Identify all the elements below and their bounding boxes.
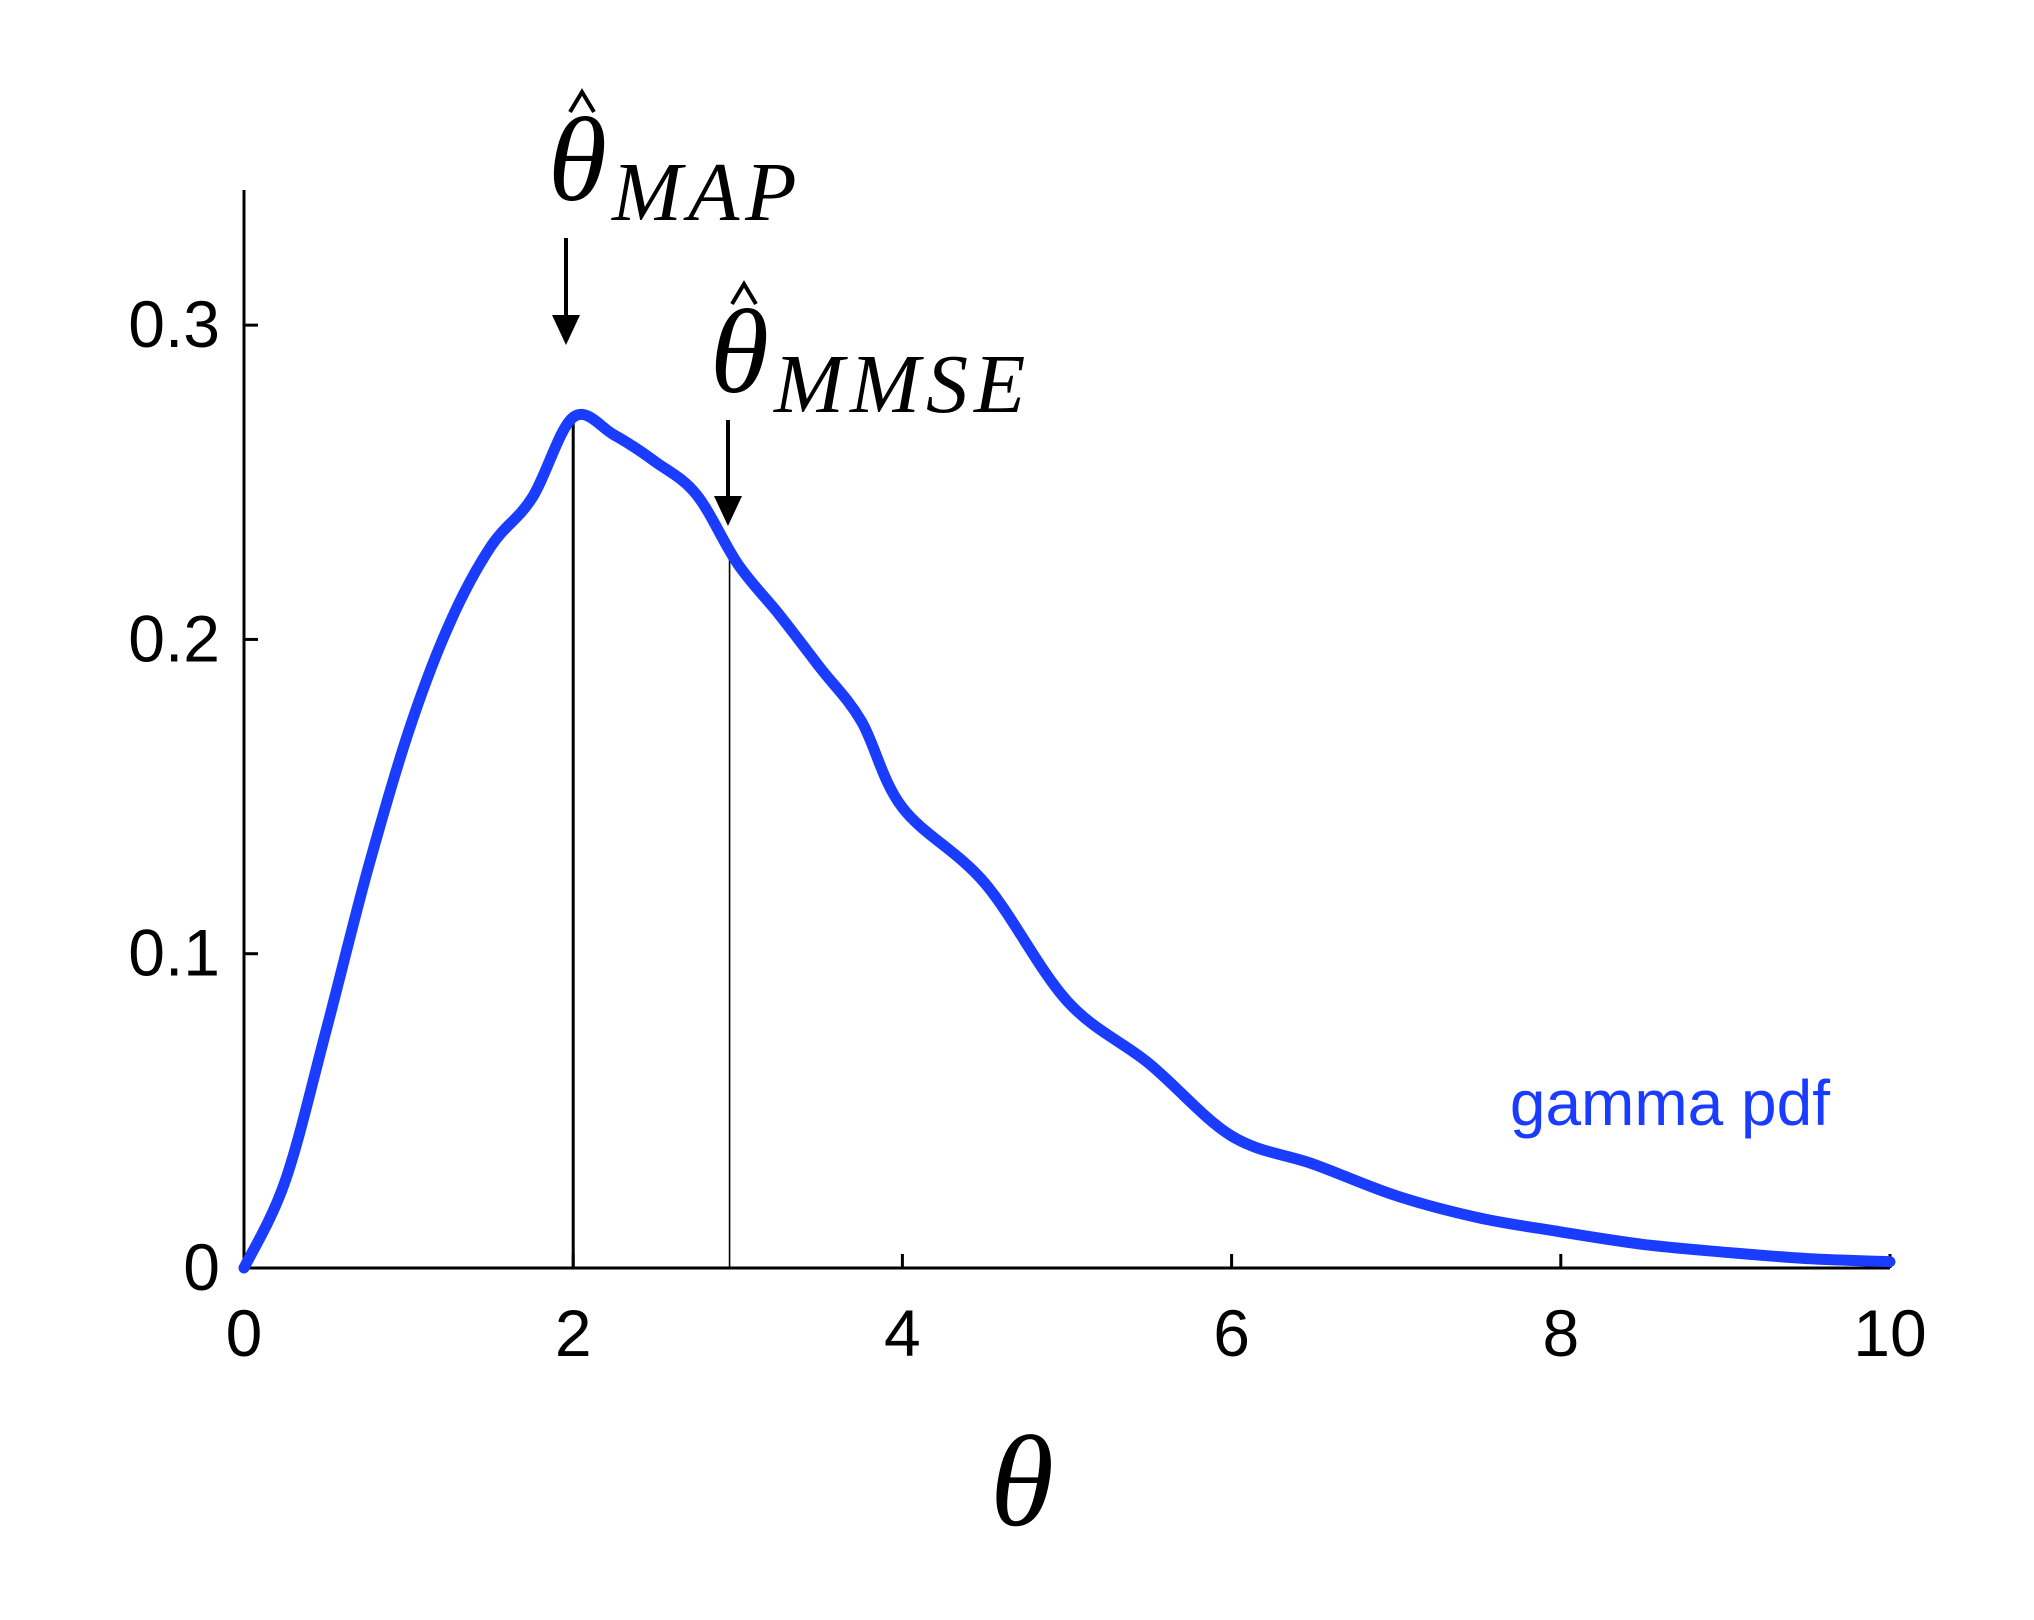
y-tick-label: 0.1	[128, 916, 220, 990]
y-tick-label: 0.2	[128, 601, 220, 675]
labels: gamma pdf θ	[990, 1067, 1830, 1554]
arrow-head-map	[552, 315, 580, 345]
y-tick-label: 0.3	[128, 287, 220, 361]
x-tick-label: 6	[1213, 1296, 1250, 1370]
estimator-subscript-map: MAP	[611, 146, 803, 239]
x-axis-label: θ	[990, 1410, 1054, 1554]
series-label: gamma pdf	[1510, 1067, 1830, 1139]
x-tick-label: 10	[1853, 1296, 1926, 1370]
series-layer	[238, 409, 1896, 1274]
hat-mmse	[730, 280, 758, 306]
arrow-head-mmse	[714, 496, 742, 526]
estimator-label-map: θ	[548, 93, 607, 226]
hat-map	[568, 88, 596, 114]
axes	[242, 190, 1890, 1270]
x-tick-label: 4	[884, 1296, 921, 1370]
series-line	[238, 409, 1896, 1274]
x-tick-label: 0	[226, 1296, 263, 1370]
x-tick-label: 2	[555, 1296, 592, 1370]
ticks: 0 2 4 6 8 10 0 0.1 0.2 0.3	[128, 287, 1926, 1370]
estimator-subscript-mmse: MMSE	[773, 338, 1031, 431]
y-tick-label: 0	[183, 1230, 220, 1304]
marker-lines	[571, 417, 731, 1268]
estimator-label-mmse: θ	[710, 285, 769, 418]
x-tick-label: 8	[1542, 1296, 1579, 1370]
